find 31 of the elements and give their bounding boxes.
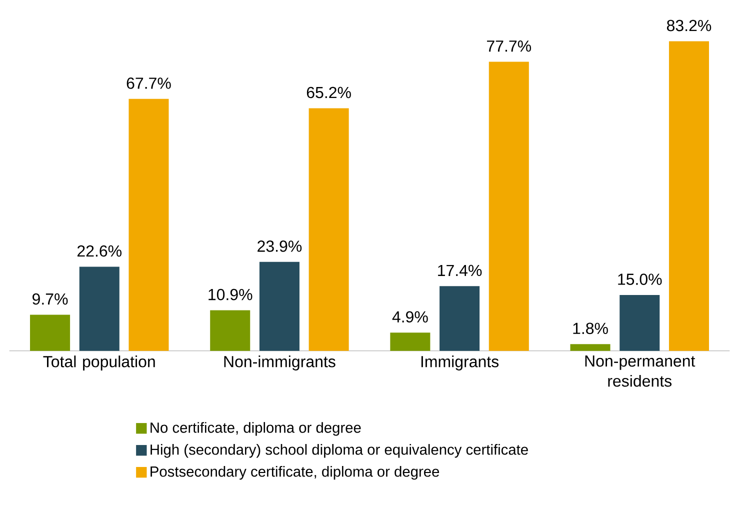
data-label: 17.4%	[438, 264, 482, 276]
data-label: 67.7%	[126, 77, 171, 89]
x-tick-label: Non-immigrants	[224, 355, 336, 370]
bar	[79, 266, 120, 351]
data-label: 83.2%	[666, 20, 712, 32]
legend-label: Postsecondary certificate, diploma or degree	[150, 466, 440, 480]
bar	[30, 314, 70, 351]
bar	[488, 62, 529, 351]
bar	[620, 294, 660, 351]
bar	[668, 41, 709, 351]
data-label: 4.9%	[392, 311, 428, 322]
data-label: 15.0%	[618, 274, 662, 285]
legend-label: High (secondary) school diploma or equivalency certificate	[150, 444, 528, 458]
bar	[570, 344, 610, 351]
bar	[390, 332, 430, 351]
data-label: 77.7%	[487, 40, 532, 52]
x-tick-label: Immigrants	[421, 355, 499, 370]
x-tick-label: Non-permanent residents	[585, 355, 696, 387]
bar	[210, 310, 250, 351]
legend-label: No certificate, diploma or degree	[150, 422, 361, 436]
data-label: 1.8%	[573, 322, 608, 334]
data-label: 22.6%	[77, 245, 122, 257]
data-label: 10.9%	[208, 288, 252, 300]
bar	[440, 286, 480, 351]
bar	[128, 98, 169, 351]
data-label: 65.2%	[306, 86, 351, 98]
data-label: 9.7%	[32, 293, 68, 305]
data-label: 23.9%	[258, 240, 302, 252]
bar	[259, 262, 300, 351]
x-tick-label: Total population	[43, 355, 155, 370]
bar	[308, 108, 349, 351]
